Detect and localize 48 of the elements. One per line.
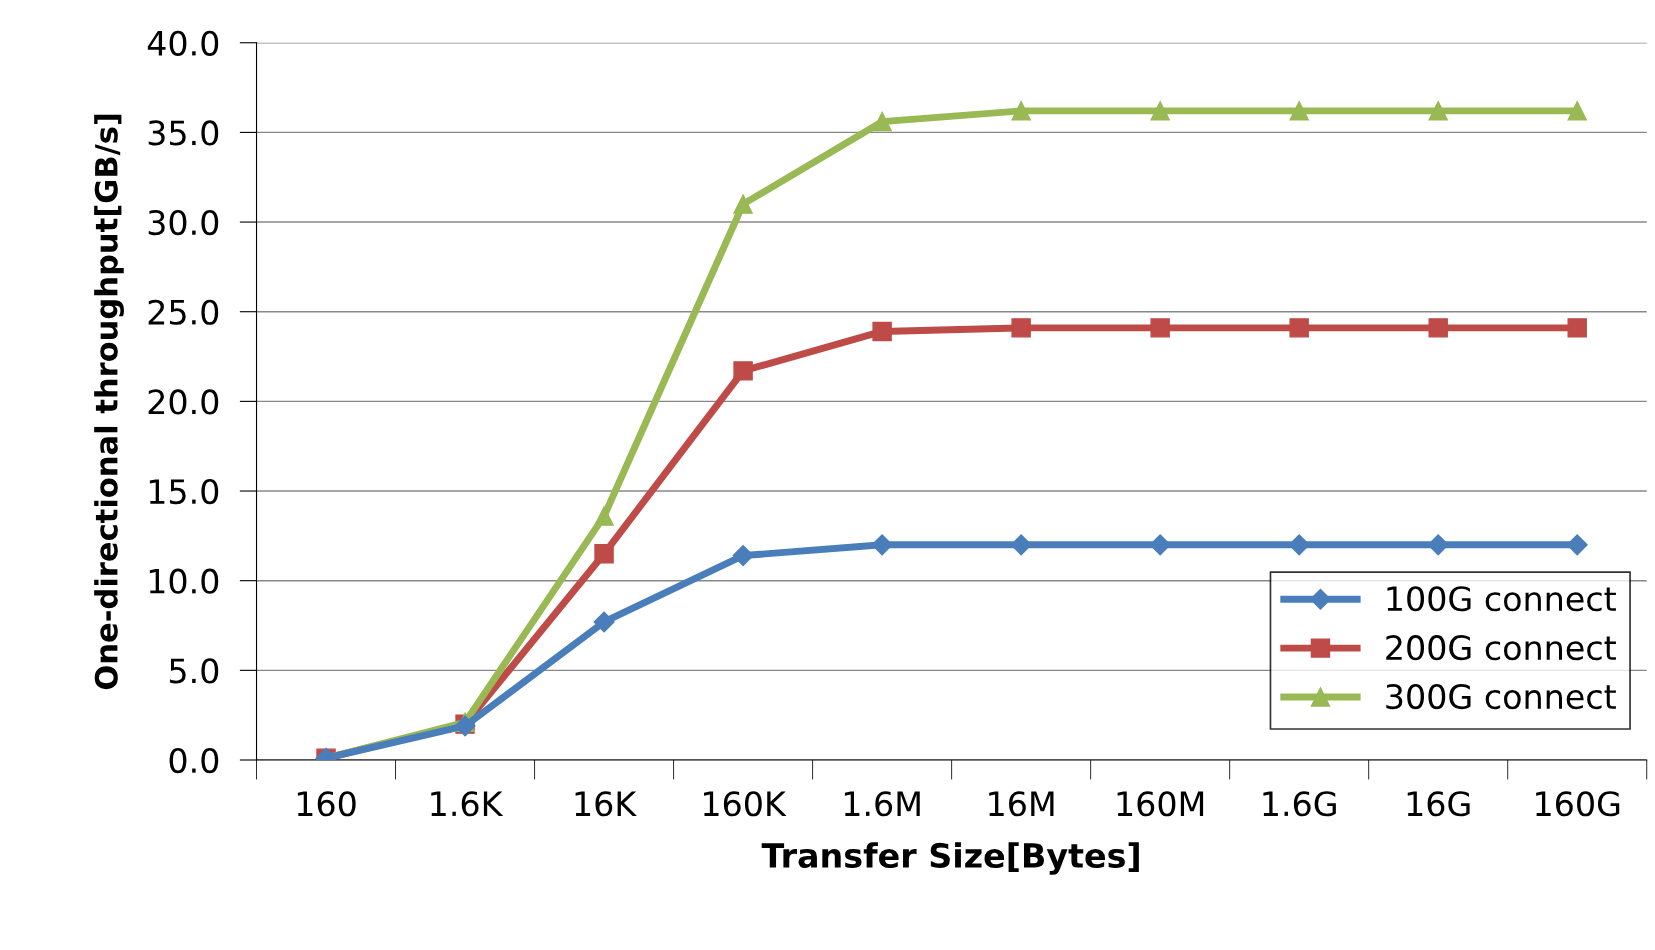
point [732,545,754,567]
y-tick-label: 0.0 [169,747,219,774]
point [872,111,892,132]
y-tick-label: 40.0 [147,30,219,56]
point [1289,318,1309,338]
point [733,361,753,381]
y-tick-label: 15.0 [149,478,219,505]
y-tick-label: 20.0 [148,389,219,415]
point [594,544,614,564]
x-tick-label: 1.6K [431,791,504,817]
point [593,611,615,633]
point [1011,318,1031,338]
x-axis-title: Transfer Size[Bytes] [761,842,1139,875]
point [1149,534,1171,556]
y-tick-label: 30.0 [148,209,219,236]
y-axis-title: One-directional throughput[GB/s] [94,114,124,690]
point [1011,101,1031,121]
point [1010,534,1032,556]
point [1150,318,1170,338]
x-tick-label: 160M [1117,791,1204,817]
point [733,194,753,214]
x-tick-label: 1.6M [844,791,920,817]
legend-label: 300G connect [1386,683,1616,710]
point [1566,534,1588,556]
legend-label: 200G connect [1386,635,1616,661]
point [1427,534,1449,556]
x-tick-label: 160K [704,791,787,817]
y-tick-label: 10.0 [149,568,219,594]
point [594,506,614,526]
x-tick-label: 16G [1407,791,1470,817]
point [1428,101,1448,121]
x-tick-label: 160G [1536,791,1620,817]
point [1567,318,1587,338]
point [1567,101,1587,121]
point [1428,318,1448,338]
y-tick-label: 25.0 [148,299,219,325]
point [872,321,892,342]
point [1289,101,1309,121]
point [1288,534,1310,556]
x-tick-label: 1.6G [1263,791,1336,817]
y-tick-label: 5.0 [169,658,219,684]
point [871,534,893,556]
x-tick-label: 160 [297,791,356,817]
legend-label: 100G connect [1387,586,1616,612]
y-tick-label: 35.0 [148,120,219,146]
x-tick-label: 16M [989,791,1054,817]
x-tick-label: 16K [575,791,637,817]
point [1150,101,1170,121]
